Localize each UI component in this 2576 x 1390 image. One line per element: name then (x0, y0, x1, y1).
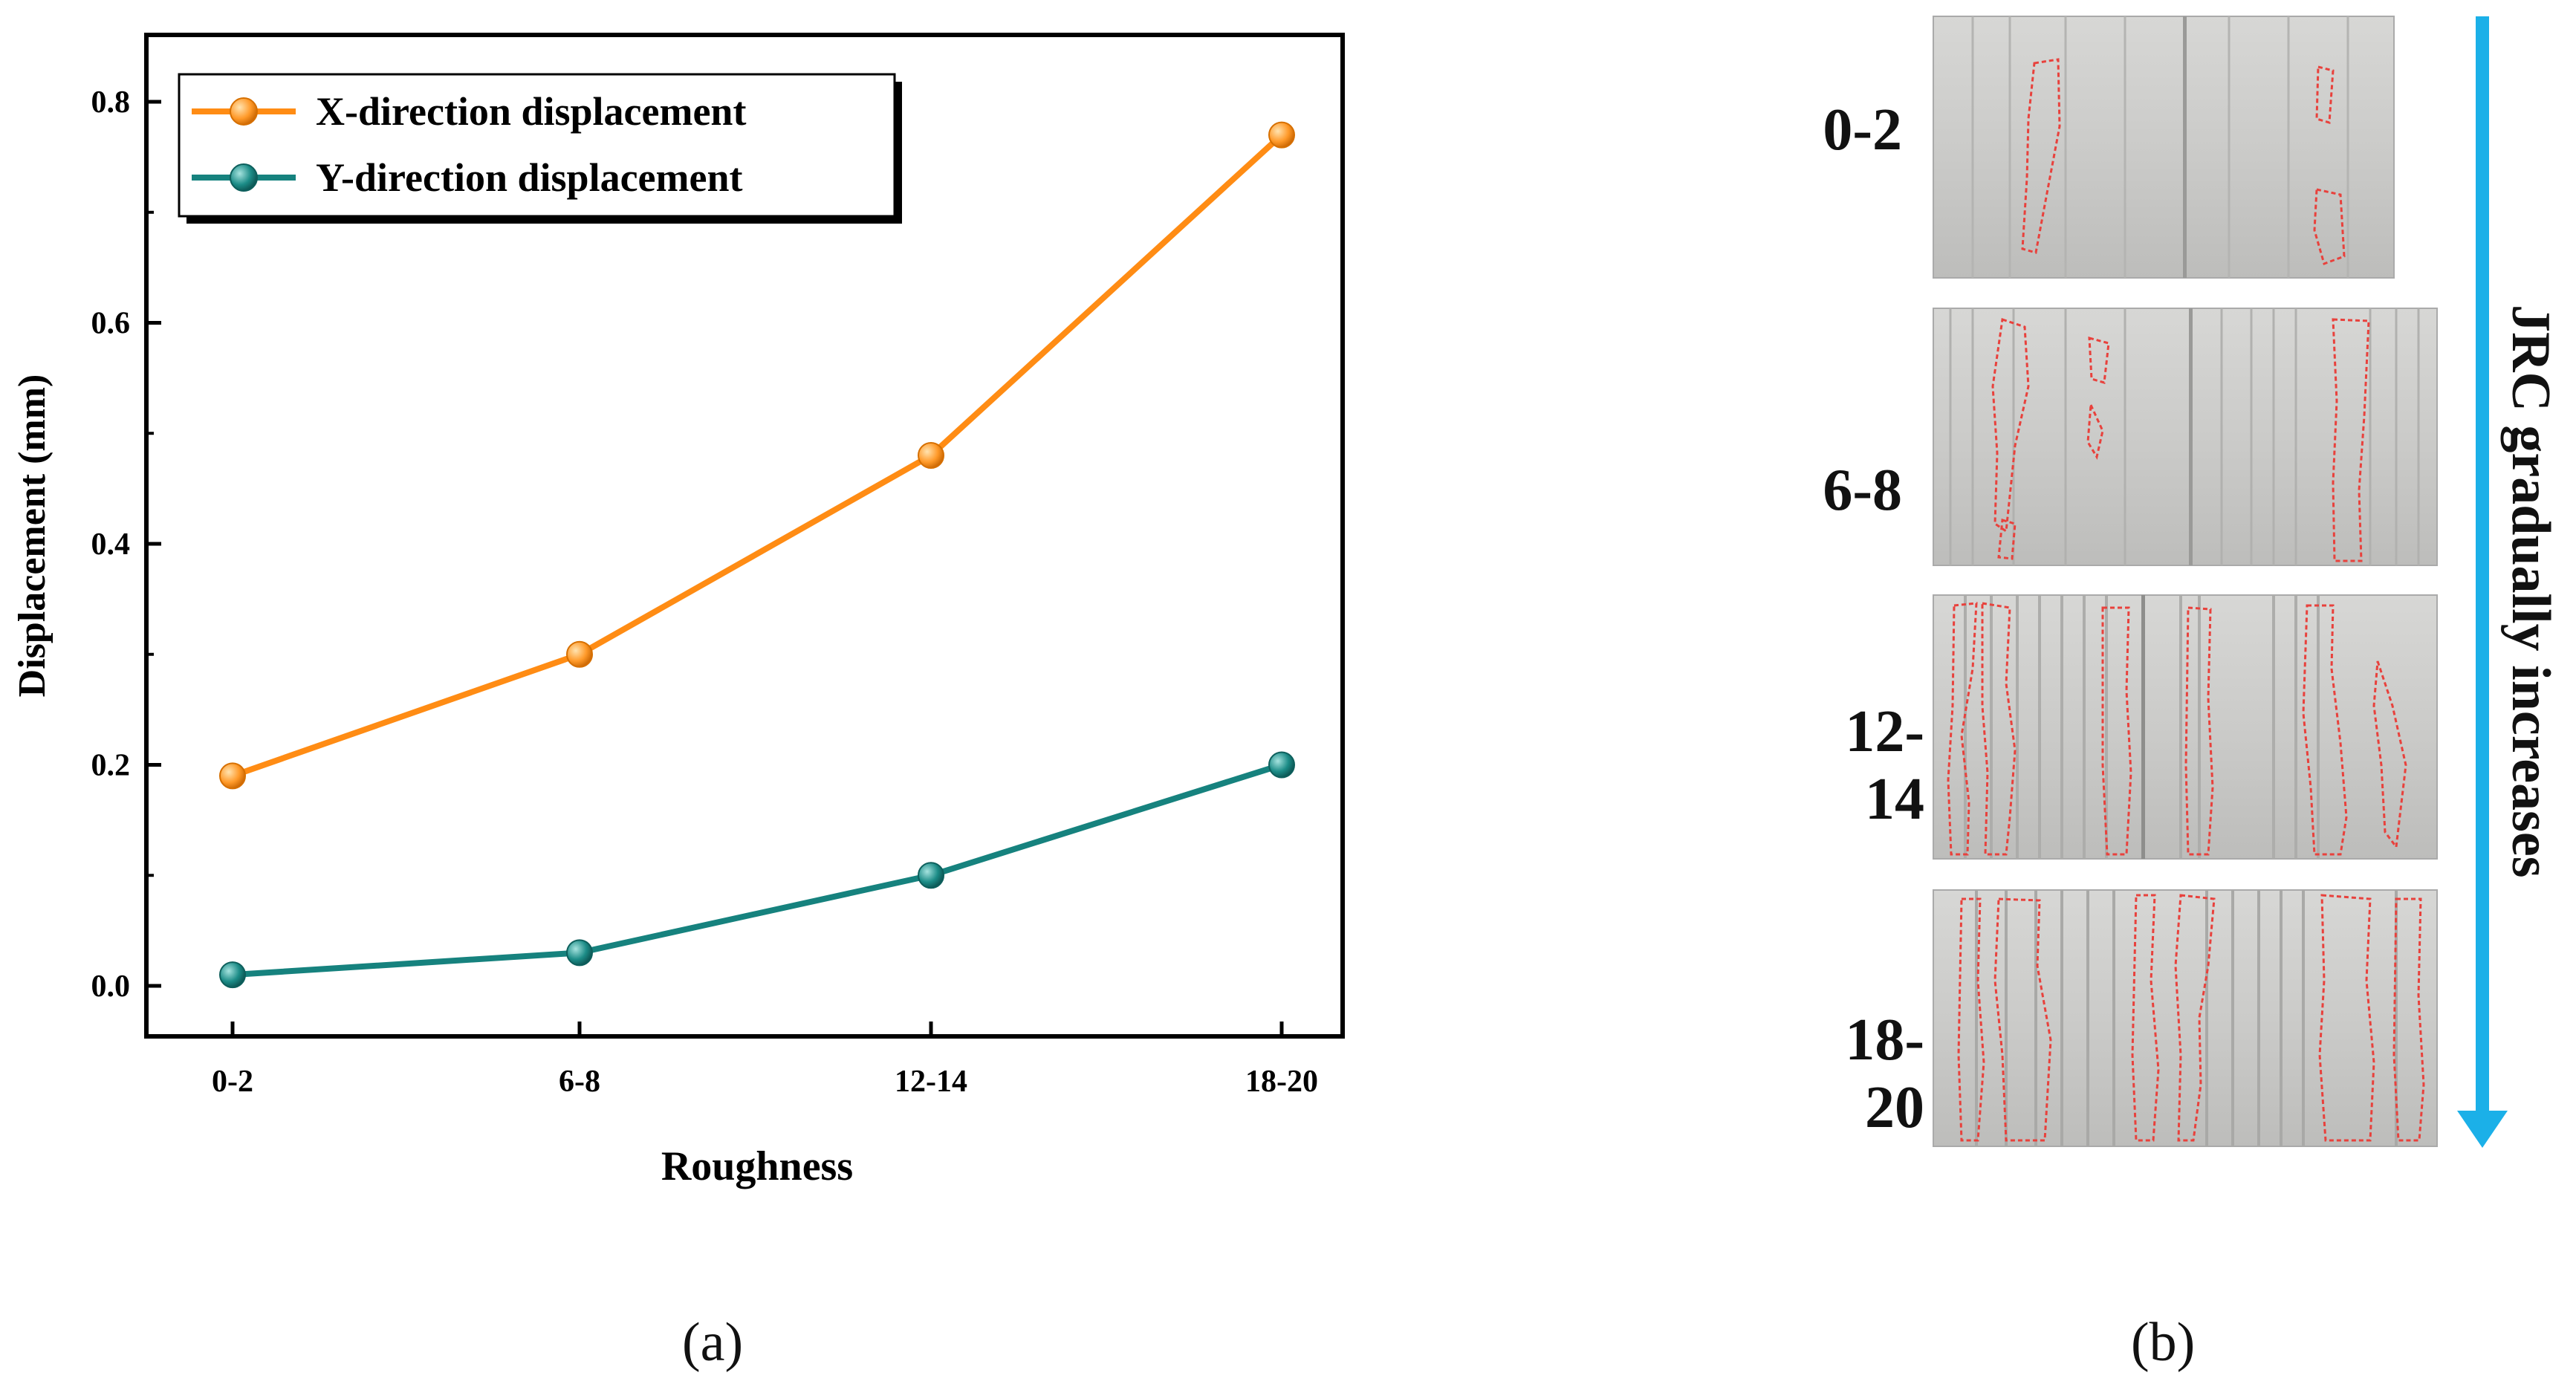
series-lines (231, 132, 1284, 978)
x-axis: 0-2 6-8 12-14 18-20 (212, 1022, 1318, 1099)
series-points (219, 121, 1295, 989)
y-axis-label: Displacement (mm) (11, 374, 53, 698)
y-tick-label: 0.8 (91, 85, 131, 120)
photo-row-6-8 (1933, 308, 2438, 566)
series-line-0 (231, 132, 1284, 779)
plot-frame (144, 33, 1345, 1039)
legend-label-y: Y-direction displacement (316, 155, 743, 200)
legend-label-x: X-direction displacement (316, 89, 746, 134)
panel-label-a: (a) (682, 1312, 744, 1373)
data-point (219, 762, 246, 790)
photo-row-0-2 (1933, 16, 2395, 279)
x-tick-label: 0-2 (212, 1065, 253, 1099)
data-point (566, 640, 593, 668)
photo-row-12-14 (1933, 594, 2438, 860)
jrc-arrow (2457, 16, 2508, 1148)
x-axis-label: Roughness (661, 1143, 853, 1189)
x-tick-label: 18-20 (1245, 1065, 1318, 1099)
data-point (566, 939, 593, 967)
row-label-12-14: 12-14 (1845, 699, 1924, 832)
series-line-1 (232, 761, 1283, 978)
data-point (219, 961, 246, 989)
photo-row-18-20 (1933, 889, 2438, 1147)
legend-box (178, 73, 896, 218)
y-tick-label: 0.4 (91, 527, 131, 562)
panel-label-b: (b) (2131, 1312, 2196, 1373)
row-label-18-20: 18-20 (1845, 1007, 1924, 1140)
x-tick-label: 12-14 (895, 1065, 967, 1099)
row-label-0-2: 0-2 (1823, 97, 1902, 163)
legend: X-direction displacement Y-direction dis… (178, 73, 902, 224)
data-point (1268, 751, 1295, 779)
legend-marker-y (230, 163, 258, 192)
data-point (918, 442, 944, 469)
arrow-caption: JRC gradually increases (2500, 305, 2561, 878)
y-tick-label: 0.2 (91, 749, 131, 783)
y-tick-label: 0.0 (91, 970, 131, 1004)
legend-marker-x (230, 97, 258, 126)
data-point (918, 862, 944, 889)
y-tick-label: 0.6 (91, 307, 131, 341)
data-point (1268, 121, 1295, 149)
row-label-6-8: 6-8 (1823, 458, 1902, 523)
x-tick-label: 6-8 (559, 1065, 600, 1099)
y-axis: 0.0 0.2 0.4 0.6 0.8 (91, 85, 161, 1004)
specimen-photos (1933, 16, 2508, 1148)
line-chart: 0.0 0.2 0.4 0.6 0.8 0-2 6-8 12-14 18-20 Displac… (11, 33, 1345, 1189)
